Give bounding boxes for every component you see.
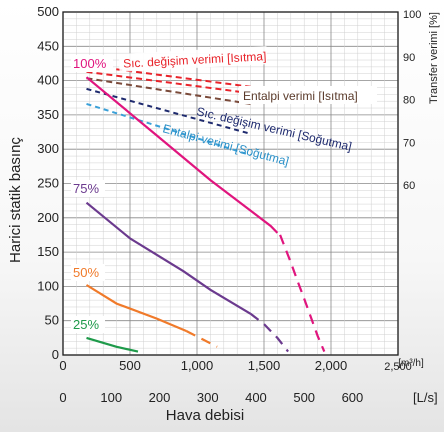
y-tick-label: 300 (37, 141, 59, 156)
x-m3h-tick-label: 1,500 (248, 358, 281, 373)
pct-label-25: 25% (71, 316, 105, 333)
svg-text:75%: 75% (73, 181, 99, 196)
x-ls-unit-label: [L/s] (413, 390, 438, 405)
y-tick-label: 200 (37, 210, 59, 225)
x-ls-tick-label: 400 (245, 390, 267, 405)
y2-axis-title: Transfer verimi [%] (428, 12, 440, 104)
x-m3h-tick-labels: 0 500 1,000 1,500 2,000 2,500 (59, 358, 411, 373)
x-ls-tick-label: 0 (59, 390, 66, 405)
y-tick-label: 350 (37, 107, 59, 122)
x-m3h-tick-label: 2,000 (315, 358, 348, 373)
y-tick-label: 100 (37, 278, 59, 293)
x-ls-tick-label: 600 (342, 390, 364, 405)
y2-tick-label: 70 (403, 137, 415, 149)
pressure-curves (85, 76, 326, 353)
y-tick-label: 0 (52, 347, 59, 362)
y2-tick-label: 90 (403, 52, 415, 64)
pct-label-75: 75% (71, 180, 105, 197)
pct-label-50: 50% (71, 264, 105, 281)
plot-border (62, 11, 399, 356)
efficiency-lines (86, 64, 251, 157)
pressure-curve-100-solid (85, 76, 279, 234)
y-tick-label: 400 (37, 73, 59, 88)
y-axis-title: Harici statik basınç (7, 137, 24, 263)
annotation-enthalpy-heating: Entalpi verimi [Isıtma] (239, 86, 377, 104)
pressure-curve-100-dashed (279, 234, 326, 353)
pressure-curve-50-dashed (185, 330, 218, 348)
pct-label-100: 100% (71, 55, 113, 72)
efficiency-line-heat-exchange-heating (86, 64, 251, 88)
y-tick-label: 250 (37, 176, 59, 191)
x-axis-title: Hava debisi (166, 407, 244, 424)
y-tick-label: 500 (37, 4, 59, 19)
x-ls-tick-labels: 0 100 200 300 400 500 600 (59, 390, 363, 405)
pressure-curve-75-solid (85, 201, 252, 315)
x-m3h-tick-label: 2,500 (384, 361, 412, 373)
efficiency-line-heat-exchange-heating (86, 70, 251, 95)
efficiency-line-enthalpy-cooling (86, 102, 251, 157)
x-ls-tick-label: 300 (197, 390, 219, 405)
x-m3h-unit-label: [m³/h] (398, 358, 424, 369)
svg-text:100%: 100% (73, 56, 107, 71)
x-m3h-tick-label: 0 (59, 358, 66, 373)
svg-text:50%: 50% (73, 265, 99, 280)
x-ls-tick-label: 200 (149, 390, 171, 405)
svg-text:25%: 25% (73, 317, 99, 332)
y-tick-label: 150 (37, 244, 59, 259)
x-ls-tick-label: 500 (293, 390, 315, 405)
y-tick-labels: 0 50 100 150 200 250 300 350 400 450 500 (37, 4, 59, 362)
pressure-curve-75-dashed (249, 312, 289, 353)
x-m3h-tick-label: 1,000 (181, 358, 214, 373)
annotation-heat-exchange-heating: Sıc. değişim verimi [Isıtma] (118, 46, 268, 72)
pressure-curve-50-solid (85, 284, 187, 333)
efficiency-line-enthalpy-heating (86, 77, 251, 105)
y-tick-label: 450 (37, 38, 59, 53)
x-m3h-tick-label: 500 (119, 358, 141, 373)
y2-tick-label: 80 (403, 95, 415, 107)
efficiency-line-heat-exchange-cooling (86, 87, 251, 135)
y-tick-label: 50 (45, 313, 59, 328)
x-ls-tick-label: 100 (100, 390, 122, 405)
svg-text:Entalpi verimi [Isıtma]: Entalpi verimi [Isıtma] (243, 89, 358, 103)
y2-tick-label: 60 (403, 180, 415, 192)
y2-tick-label: 100 (403, 9, 421, 21)
y2-tick-labels: 60 70 80 90 100 (403, 9, 421, 192)
pressure-curve-25-solid (86, 336, 139, 353)
